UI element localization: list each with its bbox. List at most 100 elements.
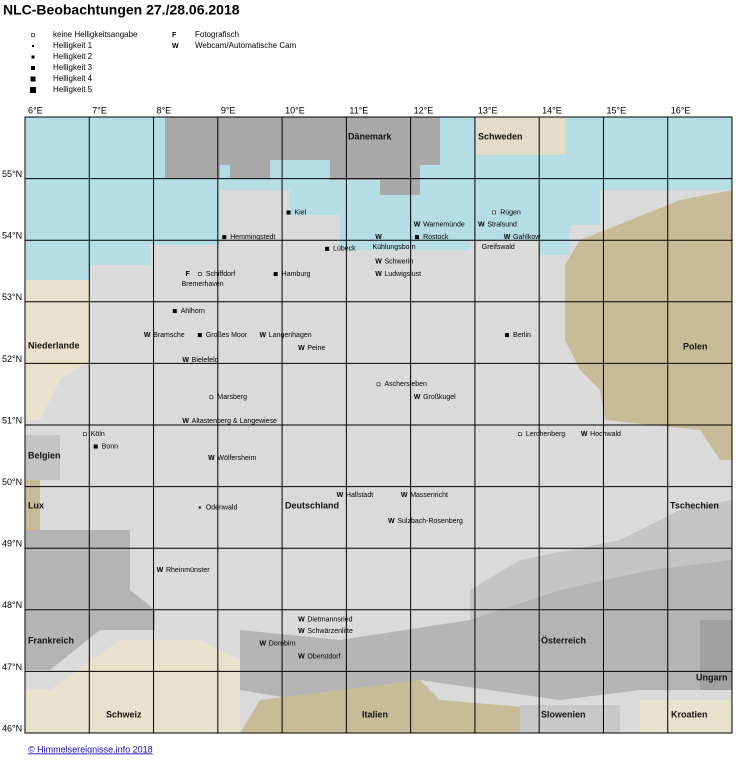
country-label: Belgien <box>28 450 61 460</box>
site-marker: W <box>260 641 267 648</box>
legend-symbol <box>30 87 36 93</box>
site-label: Bramsche <box>153 332 185 339</box>
site-label: Greifswald <box>482 244 515 251</box>
legend-label: Helligkeit 4 <box>53 74 93 83</box>
legend-symbol: F <box>172 32 177 39</box>
lat-label: 52°N <box>2 354 22 364</box>
footer-link[interactable]: © Himmelsereignisse.info 2018 <box>28 744 153 754</box>
legend-label: Helligkeit 1 <box>53 41 93 50</box>
site-marker: W <box>298 628 305 635</box>
lon-label: 13°E <box>478 105 498 115</box>
site-marker <box>492 210 496 215</box>
site-label: Massenricht <box>410 492 448 499</box>
site-label: Gahlkow <box>513 234 541 241</box>
site-marker <box>198 506 201 509</box>
site-marker: W <box>478 222 485 229</box>
country-label: Niederlande <box>28 340 80 350</box>
lon-label: 11°E <box>349 105 368 115</box>
site-marker: W <box>375 234 382 241</box>
legend-label: Helligkeit 3 <box>53 63 93 72</box>
legend-symbol <box>31 55 35 59</box>
lat-label: 49°N <box>2 539 22 549</box>
site-label: Stralsund <box>487 222 517 229</box>
legend-symbol <box>32 45 34 47</box>
site-label: Schwerin <box>385 259 414 266</box>
site-label: Hamburg <box>282 271 311 278</box>
legend-symbol: W <box>172 43 179 50</box>
site-marker: W <box>157 567 164 574</box>
site-marker: W <box>504 234 511 241</box>
site-marker <box>172 309 177 314</box>
site-label: Oberstdorf <box>307 653 340 660</box>
country-label: Italien <box>362 709 388 719</box>
site-marker: W <box>182 357 189 364</box>
site-marker <box>286 210 291 215</box>
site-label: Wölfersheim <box>217 455 256 462</box>
legend-label: Helligkeit 5 <box>53 85 93 94</box>
lat-label: 48°N <box>2 600 22 610</box>
legend-label: Fotografisch <box>195 30 239 39</box>
site-label: Altastenberg & Langewiese <box>192 418 277 425</box>
site-label: Odenwald <box>206 504 238 511</box>
site-label: Lerchenberg <box>526 431 565 438</box>
lon-label: 8°E <box>157 105 172 115</box>
legend-label: Webcam/Automatische Cam <box>195 41 297 50</box>
site-label: Marsberg <box>217 394 247 401</box>
country-label: Schweiz <box>106 709 142 719</box>
country-label: Polen <box>683 341 708 351</box>
site-marker: W <box>581 431 588 438</box>
country-label: Slowenien <box>541 709 586 719</box>
site-label: Bielefeld <box>192 357 219 364</box>
site-marker <box>197 333 202 338</box>
site-marker <box>222 235 227 240</box>
site-marker: W <box>182 418 189 425</box>
site-marker <box>93 444 98 449</box>
lon-label: 12°E <box>414 105 434 115</box>
country-label: Tschechien <box>670 500 719 510</box>
lon-label: 15°E <box>606 105 626 115</box>
lat-label: 47°N <box>2 662 22 672</box>
site-marker: W <box>144 332 151 339</box>
site-label: Rheinmünster <box>166 567 210 574</box>
site-marker: W <box>298 653 305 660</box>
lat-label: 55°N <box>2 169 22 179</box>
site-marker <box>325 246 330 251</box>
site-label: Warnemünde <box>423 222 465 229</box>
site-marker: W <box>375 271 382 278</box>
site-label: Kiel <box>295 209 307 216</box>
lon-label: 14°E <box>542 105 562 115</box>
site-label: Aschersleben <box>385 381 428 388</box>
country-label: Dänemark <box>348 131 393 141</box>
site-label: Dornbirn <box>269 641 296 648</box>
site-marker <box>415 235 420 240</box>
lon-label: 7°E <box>92 105 107 115</box>
site-marker: W <box>337 492 344 499</box>
site-label: Großes Moor <box>206 332 248 339</box>
site-marker <box>505 333 510 338</box>
site-label: Großkugel <box>423 394 456 401</box>
country-label: Ungarn <box>696 672 728 682</box>
country-label: Schweden <box>478 131 523 141</box>
site-label: Schwärzenlifte <box>307 628 353 635</box>
legend-symbol <box>31 66 35 70</box>
site-label: Rostock <box>423 234 449 241</box>
site-label: Bremerhaven <box>182 281 224 288</box>
lon-label: 6°E <box>28 105 43 115</box>
country-label: Lux <box>28 500 44 510</box>
site-marker: W <box>414 394 421 401</box>
site-label: Rügen <box>500 209 521 216</box>
site-marker: W <box>260 332 267 339</box>
site-marker: W <box>375 259 382 266</box>
lat-label: 51°N <box>2 415 22 425</box>
lon-label: 10°E <box>285 105 305 115</box>
site-label: Dietmannsried <box>307 616 352 623</box>
lat-label: 50°N <box>2 477 22 487</box>
site-label: Peine <box>307 345 325 352</box>
site-label: Köln <box>91 431 105 438</box>
site-marker: F <box>185 271 190 278</box>
country-label: Frankreich <box>28 635 74 645</box>
legend-symbol <box>31 33 35 37</box>
site-marker <box>273 272 278 277</box>
site-label: Lübeck <box>333 246 356 253</box>
